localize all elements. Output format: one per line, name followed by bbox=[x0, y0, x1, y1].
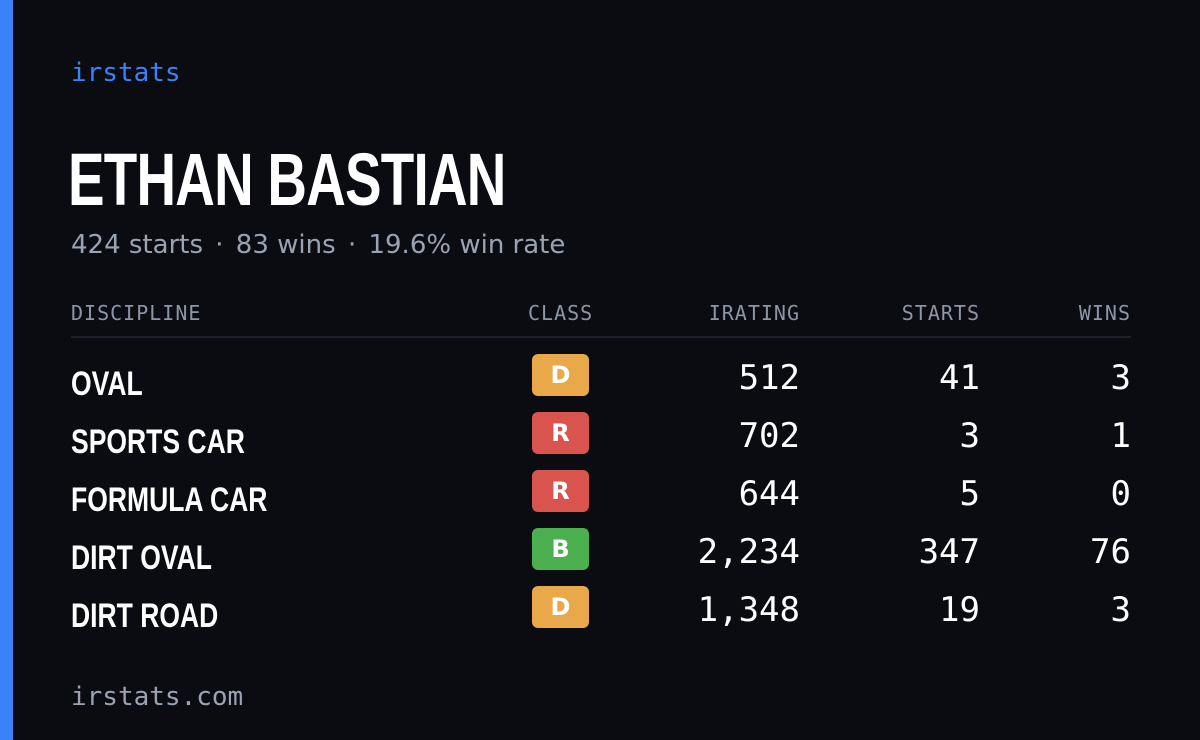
irating-value: 644 bbox=[738, 474, 800, 514]
discipline-name: DIRT ROAD bbox=[71, 597, 219, 635]
header-wins: WINS bbox=[1078, 301, 1131, 325]
header-starts: STARTS bbox=[901, 301, 980, 325]
irating-value: 2,234 bbox=[697, 532, 800, 572]
header-discipline: DISCIPLINE bbox=[71, 301, 202, 325]
class-badge: D bbox=[532, 586, 589, 628]
brand-logo-text: irstats bbox=[71, 58, 181, 88]
table-row: DIRT OVAL B 2,234 347 76 bbox=[71, 528, 1131, 586]
class-badge: R bbox=[532, 470, 589, 512]
summary-win-rate: 19.6% win rate bbox=[368, 230, 566, 260]
summary-wins: 83 wins bbox=[235, 230, 336, 260]
discipline-name: FORMULA CAR bbox=[71, 481, 268, 519]
wins-value: 1 bbox=[1110, 416, 1131, 456]
table-row: DIRT ROAD D 1,348 19 3 bbox=[71, 586, 1131, 644]
starts-value: 41 bbox=[939, 358, 980, 398]
wins-value: 3 bbox=[1110, 590, 1131, 630]
discipline-name: DIRT OVAL bbox=[71, 539, 212, 577]
accent-bar bbox=[0, 0, 13, 740]
irating-value: 702 bbox=[738, 416, 800, 456]
footer-site-url: irstats.com bbox=[71, 682, 244, 712]
irating-value: 1,348 bbox=[697, 590, 800, 630]
table-row: FORMULA CAR R 644 5 0 bbox=[71, 470, 1131, 528]
summary-separator: · bbox=[347, 230, 357, 260]
starts-value: 347 bbox=[918, 532, 980, 572]
class-badge: B bbox=[532, 528, 589, 570]
table-header: DISCIPLINE CLASS IRATING STARTS WINS bbox=[71, 296, 1131, 338]
table-row: OVAL D 512 41 3 bbox=[71, 354, 1131, 412]
discipline-name: SPORTS CAR bbox=[71, 423, 245, 461]
starts-value: 3 bbox=[959, 416, 980, 456]
discipline-name: OVAL bbox=[71, 365, 143, 403]
summary-starts: 424 starts bbox=[71, 230, 203, 260]
starts-value: 19 bbox=[939, 590, 980, 630]
table-row: SPORTS CAR R 702 3 1 bbox=[71, 412, 1131, 470]
irating-value: 512 bbox=[738, 358, 800, 398]
header-irating: IRATING bbox=[708, 301, 800, 325]
player-name: ETHAN BASTIAN bbox=[68, 138, 506, 221]
class-badge: D bbox=[532, 354, 589, 396]
discipline-table: DISCIPLINE CLASS IRATING STARTS WINS OVA… bbox=[71, 296, 1131, 635]
player-summary: 424 starts · 83 wins · 19.6% win rate bbox=[71, 229, 565, 261]
class-badge: R bbox=[532, 412, 589, 454]
wins-value: 76 bbox=[1090, 532, 1131, 572]
header-class: CLASS bbox=[528, 301, 594, 325]
starts-value: 5 bbox=[959, 474, 980, 514]
wins-value: 0 bbox=[1110, 474, 1131, 514]
wins-value: 3 bbox=[1110, 358, 1131, 398]
summary-separator: · bbox=[215, 230, 224, 260]
